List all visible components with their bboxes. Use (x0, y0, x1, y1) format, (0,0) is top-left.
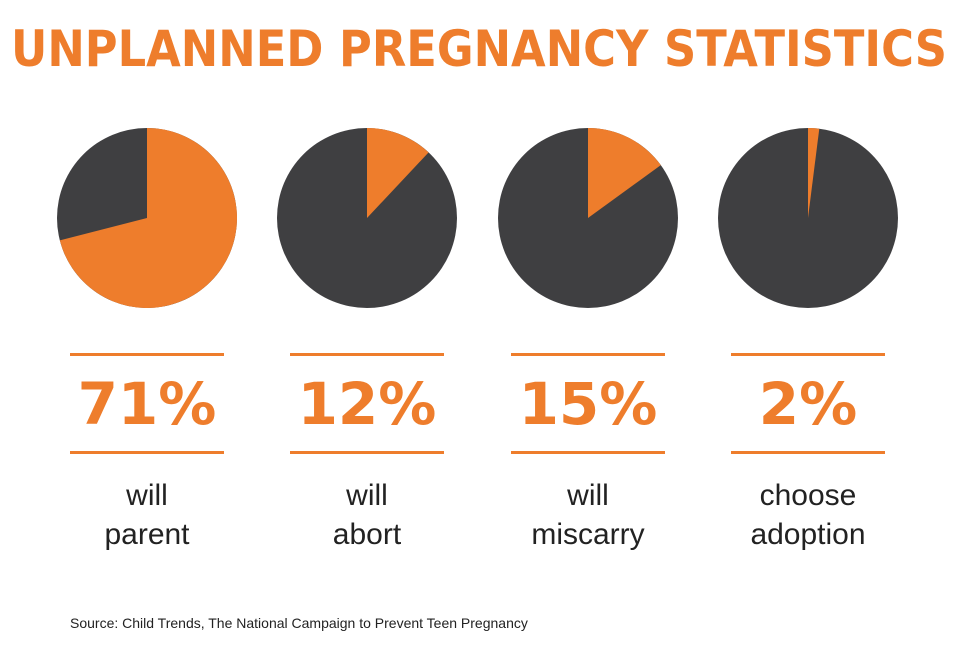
divider (70, 353, 224, 356)
percent-label: 71% (78, 370, 217, 438)
divider (511, 353, 665, 356)
pie-slice (808, 128, 820, 218)
caption: choose (760, 479, 857, 512)
divider (70, 451, 224, 454)
caption: abort (333, 518, 402, 551)
source: Source: Child Trends, The National Campa… (70, 615, 528, 631)
pie-slice (367, 128, 429, 218)
percent-label: 2% (759, 370, 857, 438)
divider (731, 353, 885, 356)
pie-slice (588, 128, 661, 218)
caption: will (125, 479, 168, 512)
caption: adoption (750, 518, 865, 551)
divider (511, 451, 665, 454)
divider (731, 451, 885, 454)
caption: will (566, 479, 609, 512)
caption: parent (104, 518, 190, 551)
caption: miscarry (531, 518, 644, 551)
percent-label: 12% (298, 370, 437, 438)
percent-label: 15% (519, 370, 658, 438)
title: UNPLANNED PREGNANCY STATISTICS (11, 20, 947, 78)
divider (290, 353, 444, 356)
divider (290, 451, 444, 454)
pie-slice (59, 128, 237, 308)
caption: will (345, 479, 388, 512)
